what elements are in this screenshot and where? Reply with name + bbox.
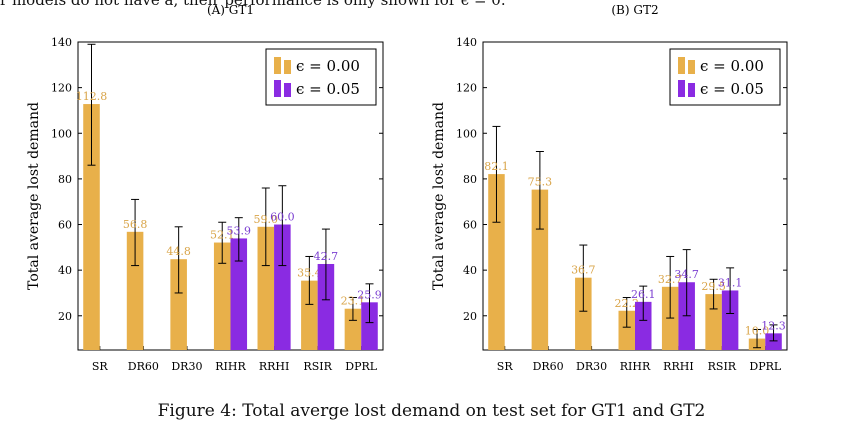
data-label: 29.5 [701,280,726,293]
data-label: 44.8 [166,245,191,258]
legend-swatch [284,83,291,97]
x-tick-label: DR30 [171,360,202,373]
y-tick-label: 100 [456,127,477,140]
data-label: 36.7 [571,264,596,277]
data-label: 52.1 [210,229,235,242]
data-label: 22.2 [614,297,639,310]
bar-s0 [83,104,100,350]
legend-swatch [274,80,281,97]
x-tick-label: RIHR [215,360,246,373]
bar-s0 [705,294,722,350]
chart-gt2: (B) GT2 20 40 60 80 100 120 140 Total average lo… [431,3,788,373]
x-tick-label: SR [92,360,109,373]
legend-swatch [688,83,695,97]
x-tick-label: RRHI [259,360,290,373]
bar-s0 [575,277,592,350]
y-tick-label: 20 [58,310,72,323]
data-label: 25.9 [357,288,382,301]
x-tick-label: SR [497,360,514,373]
chart-subtitle: (B) GT2 [611,3,658,17]
bar-s0 [126,231,144,350]
y-tick-label: 20 [463,310,477,323]
data-label: 53.9 [227,224,252,237]
data-label: 56.8 [123,218,148,231]
data-label: 82.1 [484,160,509,173]
legend-swatch [678,57,685,74]
data-label: 60.0 [270,211,295,224]
data-label: 75.3 [528,176,553,189]
data-label: 112.8 [76,90,108,103]
chart-subtitle: (A) GT1 [207,3,254,17]
bar-s1 [635,301,652,350]
data-label: 12.3 [761,319,786,332]
bar-s0 [344,308,362,350]
legend-label: ϵ = 0.00 [296,57,360,75]
bar-s1 [361,302,378,350]
bar-s0 [213,242,231,350]
bar-s0 [301,280,318,350]
y-tick-label: 80 [463,173,477,186]
data-label: 34.7 [674,268,699,281]
data-label: 35.4 [297,267,322,280]
y-tick-label: 120 [51,82,72,95]
legend-swatch [678,80,685,97]
x-tick-label: DPRL [749,360,782,373]
legend-swatch [284,60,291,74]
data-label: 26.1 [631,288,656,301]
data-label: 42.7 [314,250,339,263]
x-tick-label: RSIR [708,360,737,373]
x-tick-label: RSIR [303,360,332,373]
y-axis-label: Total average lost demand [26,102,42,290]
bar-s1 [274,224,291,350]
bar-s0 [257,226,275,350]
legend-swatch [688,60,695,74]
y-tick-label: 100 [51,127,72,140]
data-label: 31.1 [718,276,743,289]
bar-s1 [765,333,782,350]
x-tick-label: DR60 [533,360,564,373]
x-tick-label: RIHR [620,360,651,373]
x-tick-label: RRHI [663,360,694,373]
bar-s0 [618,310,635,350]
data-label: 32.7 [658,273,683,286]
data-label: 10.0 [745,325,770,338]
data-label: 59.0 [254,213,279,226]
x-tick-label: DR30 [576,360,607,373]
y-tick-label: 40 [463,264,477,277]
y-axis-label: Total average lost demand [431,102,447,290]
y-tick-label: 80 [58,173,72,186]
legend-swatch [274,57,281,74]
bar-s0 [488,174,505,350]
bar-s0 [531,189,549,350]
y-tick-label: 60 [58,219,72,232]
bar-s1 [230,238,248,350]
bar-s0 [170,259,187,350]
chart-gt1: (A) GT1 20 40 60 80 100 120 140 Total average lo… [26,3,384,373]
bar-s1 [721,290,739,350]
legend-label: ϵ = 0.05 [700,80,764,98]
cutoff-text: r models do not have a, their performanc… [0,0,506,9]
y-tick-label: 40 [58,264,72,277]
figure-caption: Figure 4: Total averge lost demand on te… [157,401,706,421]
y-tick-label: 140 [456,36,477,49]
legend-label: ϵ = 0.00 [700,57,764,75]
legend-box [265,48,377,106]
y-tick-label: 140 [51,36,72,49]
y-tick-label: 60 [463,219,477,232]
legend-label: ϵ = 0.05 [296,80,360,98]
data-label: 23.1 [341,295,366,308]
x-tick-label: DPRL [345,360,378,373]
y-tick-label: 120 [456,82,477,95]
x-tick-label: DR60 [128,360,159,373]
bar-s1 [317,263,335,350]
